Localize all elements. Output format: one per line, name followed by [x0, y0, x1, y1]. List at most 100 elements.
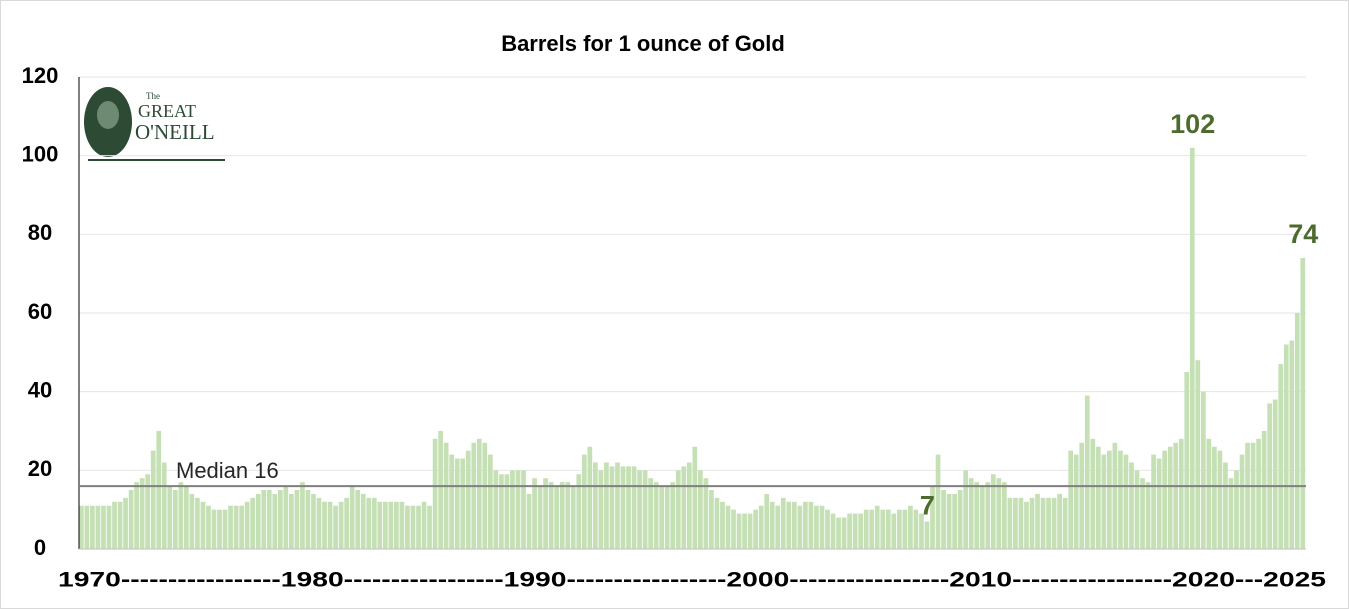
bar	[979, 486, 985, 549]
bar	[1090, 438, 1096, 549]
bar	[703, 478, 709, 549]
bar	[891, 513, 897, 549]
bar	[957, 490, 963, 549]
bar	[576, 474, 582, 549]
bar	[338, 501, 344, 549]
bar	[327, 501, 333, 549]
y-tick-label: 20	[28, 456, 52, 481]
bar	[382, 501, 388, 549]
bar	[101, 505, 106, 549]
bar	[344, 497, 349, 549]
logo-text: GREAT	[138, 101, 196, 121]
bar	[670, 482, 676, 549]
y-tick-label: 120	[22, 63, 59, 88]
bar	[758, 505, 764, 549]
bar	[747, 513, 753, 549]
bar	[355, 490, 361, 549]
bar	[1013, 497, 1018, 549]
bar	[598, 470, 604, 549]
bar	[570, 486, 576, 549]
bar	[90, 505, 95, 549]
bar	[786, 501, 792, 549]
bar	[526, 493, 532, 549]
bar	[1051, 497, 1057, 549]
bar	[499, 474, 504, 549]
bar	[471, 442, 477, 549]
bar	[161, 462, 167, 549]
bar	[388, 501, 394, 549]
bar	[438, 431, 443, 549]
bar	[1035, 493, 1040, 549]
bar	[924, 521, 930, 549]
bar	[1112, 442, 1118, 549]
bar	[626, 466, 631, 549]
bar	[720, 501, 725, 549]
bar	[349, 486, 355, 549]
bar	[139, 478, 145, 549]
bar	[565, 482, 571, 549]
bar	[841, 517, 847, 549]
bar	[465, 450, 471, 549]
bar	[266, 490, 272, 549]
bar	[1134, 470, 1140, 549]
bar	[416, 505, 421, 549]
bar	[1118, 450, 1123, 549]
bar	[255, 493, 261, 549]
bar	[106, 505, 112, 549]
bar	[808, 501, 814, 549]
bar	[692, 446, 698, 549]
bar	[233, 505, 239, 549]
bar	[1057, 493, 1062, 549]
bar	[1156, 458, 1162, 549]
bar	[454, 458, 460, 549]
bar	[1002, 482, 1007, 549]
bar	[222, 509, 228, 549]
bar	[156, 431, 162, 549]
bar	[510, 470, 515, 549]
bar	[178, 482, 184, 549]
value-label: 7	[920, 491, 935, 521]
bar	[742, 513, 747, 549]
bar	[1184, 372, 1190, 549]
bar	[559, 482, 565, 549]
bar	[195, 497, 200, 549]
bar	[554, 486, 560, 549]
bar	[1200, 391, 1206, 549]
bar	[1007, 497, 1013, 549]
bar	[1228, 478, 1234, 549]
bar	[1245, 442, 1250, 549]
bar	[664, 486, 670, 549]
bar	[935, 454, 941, 549]
bar	[604, 462, 609, 549]
bar	[217, 509, 222, 549]
bar	[543, 478, 548, 549]
bar	[432, 438, 438, 549]
bar	[1217, 450, 1223, 549]
bar	[1178, 438, 1184, 549]
bar	[1173, 442, 1179, 549]
bar	[869, 509, 875, 549]
bar	[377, 501, 383, 549]
bar	[880, 509, 886, 549]
bar	[134, 482, 139, 549]
bar	[1289, 340, 1295, 549]
bar	[1300, 257, 1306, 549]
bar	[825, 509, 830, 549]
bar	[443, 442, 449, 549]
bar	[521, 470, 526, 549]
bar	[211, 509, 217, 549]
bar	[803, 501, 808, 549]
bar	[968, 478, 974, 549]
y-tick-label: 80	[28, 220, 52, 245]
bar	[941, 490, 946, 549]
bar	[1024, 501, 1029, 549]
bar	[427, 505, 432, 549]
bar	[852, 513, 858, 549]
bar	[1167, 446, 1173, 549]
bar	[775, 505, 781, 549]
bar	[1189, 147, 1195, 550]
bar	[1272, 399, 1278, 549]
bar	[1195, 360, 1201, 549]
bar	[587, 446, 593, 549]
bar	[974, 482, 980, 549]
